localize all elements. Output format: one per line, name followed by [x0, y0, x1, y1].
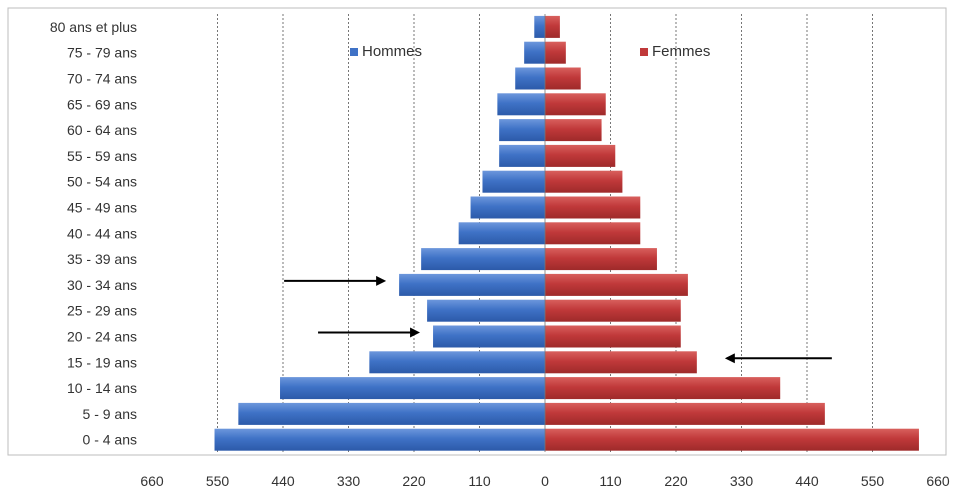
bar-femmes: [545, 41, 566, 64]
category-label: 70 - 74 ans: [67, 71, 137, 87]
bar-femmes: [545, 351, 697, 374]
bar-femmes: [545, 222, 641, 245]
x-tick-label: 0: [541, 473, 549, 489]
x-tick-label: 330: [337, 473, 361, 489]
category-label: 35 - 39 ans: [67, 251, 137, 267]
bar-femmes: [545, 144, 616, 167]
x-tick-label: 660: [140, 473, 164, 489]
bar-hommes: [427, 299, 545, 322]
bar-hommes: [369, 351, 545, 374]
bar-hommes: [497, 93, 545, 116]
bar-femmes: [545, 67, 581, 90]
category-label: 55 - 59 ans: [67, 148, 137, 164]
bar-hommes: [534, 15, 545, 38]
bar-hommes: [421, 248, 545, 271]
category-label: 50 - 54 ans: [67, 174, 137, 190]
category-label: 10 - 14 ans: [67, 380, 137, 396]
bar-femmes: [545, 428, 919, 451]
x-tick-label: 550: [206, 473, 230, 489]
bar-femmes: [545, 248, 657, 271]
category-label: 45 - 49 ans: [67, 200, 137, 216]
x-tick-label: 330: [730, 473, 754, 489]
category-label: 20 - 24 ans: [67, 329, 137, 345]
bar-hommes: [238, 402, 545, 425]
bar-hommes: [433, 325, 545, 348]
category-label: 5 - 9 ans: [83, 406, 137, 422]
bar-hommes: [515, 67, 545, 90]
category-label: 60 - 64 ans: [67, 122, 137, 138]
bar-hommes: [458, 222, 545, 245]
bar-hommes: [524, 41, 545, 64]
x-tick-label: 440: [271, 473, 295, 489]
bar-femmes: [545, 119, 602, 142]
category-label: 25 - 29 ans: [67, 303, 137, 319]
bar-femmes: [545, 170, 623, 193]
x-tick-label: 440: [795, 473, 819, 489]
x-tick-label: 220: [664, 473, 688, 489]
bar-femmes: [545, 93, 606, 116]
bar-femmes: [545, 325, 681, 348]
bar-femmes: [545, 377, 781, 400]
x-tick-label: 110: [468, 473, 491, 489]
legend-label-hommes: Hommes: [362, 43, 422, 60]
bar-femmes: [545, 402, 825, 425]
bar-hommes: [214, 428, 546, 451]
bar-femmes: [545, 15, 560, 38]
bar-hommes: [280, 377, 545, 400]
bar-hommes: [499, 144, 545, 167]
category-label: 40 - 44 ans: [67, 225, 137, 241]
category-label: 15 - 19 ans: [67, 354, 137, 370]
bar-hommes: [399, 273, 545, 296]
bar-femmes: [545, 299, 681, 322]
category-label: 30 - 34 ans: [67, 277, 137, 293]
bar-hommes: [470, 196, 545, 219]
category-label: 80 ans et plus: [50, 19, 137, 35]
bar-femmes: [545, 196, 641, 219]
bar-hommes: [482, 170, 545, 193]
category-label: 65 - 69 ans: [67, 96, 137, 112]
category-label: 0 - 4 ans: [83, 432, 137, 448]
x-tick-label: 550: [861, 473, 885, 489]
legend-label-femmes: Femmes: [652, 43, 710, 60]
legend-swatch-femmes: [640, 48, 648, 56]
x-tick-label: 110: [599, 473, 622, 489]
bar-femmes: [545, 273, 688, 296]
bar-hommes: [499, 119, 545, 142]
legend-swatch-hommes: [350, 48, 358, 56]
x-tick-label: 220: [402, 473, 426, 489]
x-tick-label: 660: [926, 473, 950, 489]
category-label: 75 - 79 ans: [67, 45, 137, 61]
